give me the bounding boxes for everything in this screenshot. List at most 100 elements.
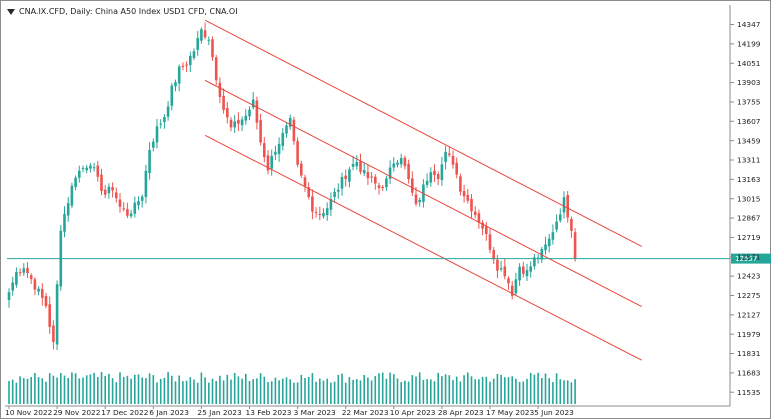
- dropdown-arrow-icon[interactable]: [7, 8, 15, 15]
- volume-bar: [171, 375, 173, 404]
- volume-bar: [85, 375, 88, 404]
- candle-body-bull: [333, 191, 336, 198]
- price-channel[interactable]: [204, 19, 642, 361]
- candle-body-bear: [203, 30, 207, 38]
- candle-body-bear: [507, 278, 510, 284]
- volume-bar: [289, 379, 291, 404]
- candle-body-bull: [337, 189, 340, 192]
- candle-body-bear: [255, 100, 259, 123]
- candle-body-bull: [277, 143, 281, 155]
- candle-body-bull: [385, 178, 388, 188]
- candle-body-bull: [518, 266, 521, 281]
- volume-bar: [130, 378, 132, 404]
- symbol-label: CNA.IX.CFD, Daily: China A50 Index USD1 …: [19, 7, 238, 16]
- volume-bar: [274, 377, 277, 404]
- candle-body-bull: [70, 186, 74, 206]
- volume-bar: [204, 377, 206, 404]
- volume-bar: [241, 378, 243, 404]
- volume-bar: [378, 373, 380, 404]
- candle-body-bear: [359, 161, 362, 172]
- volume-bar: [137, 374, 140, 404]
- volume-bar: [359, 380, 362, 404]
- volume-bar: [300, 374, 303, 404]
- volume-bar: [185, 380, 188, 404]
- candle-body-bull: [362, 170, 366, 174]
- candle-body-bull: [152, 141, 155, 148]
- volume-bar: [60, 373, 62, 404]
- volume-bar: [533, 374, 536, 404]
- volume-bar: [245, 373, 247, 404]
- candle-body-bear: [466, 194, 470, 201]
- volume-bar: [515, 378, 517, 404]
- volume-bar: [237, 376, 240, 404]
- candle-body-bull: [155, 126, 159, 143]
- volume-bar: [108, 373, 110, 404]
- candle-body-bull: [499, 268, 503, 270]
- volume-bar: [559, 379, 562, 404]
- volume-bar: [467, 372, 469, 404]
- candle-body-bull: [89, 165, 92, 169]
- price-scale[interactable]: 14347 14199 14051 13903 13755 13607 13459 13311…: [730, 20, 761, 397]
- candle-body-bull: [544, 244, 547, 251]
- candle-body-bear: [48, 304, 51, 327]
- candle-body-bear: [29, 275, 33, 280]
- volume-bar: [459, 381, 462, 404]
- candle-body-bear: [292, 119, 296, 142]
- volume-bar: [400, 382, 402, 404]
- volume-bar: [267, 382, 269, 404]
- candle-body-bear: [403, 157, 407, 167]
- price-tick-label: 14347: [737, 20, 761, 29]
- candle-body-bull: [78, 170, 81, 178]
- time-scale[interactable]: 10 Nov 2022 29 Nov 2022 17 Dec 2022 6 Jan 2…: [5, 406, 574, 417]
- candles-group: [7, 22, 577, 351]
- volume-bar: [478, 379, 480, 404]
- price-tick-label: 13903: [737, 78, 761, 87]
- candle-body-bull: [392, 163, 396, 168]
- candle-body-bear: [570, 219, 573, 231]
- volume-bar: [304, 377, 306, 404]
- candle-body-bull: [429, 172, 433, 183]
- candle-body-bull: [288, 117, 292, 127]
- candle-body-bear: [411, 178, 414, 193]
- volume-bar: [319, 378, 321, 404]
- volume-bar: [134, 374, 136, 404]
- candle-body-bear: [451, 155, 455, 165]
- candle-body-bull: [244, 115, 248, 121]
- volume-bar: [37, 377, 40, 404]
- price-tick-label: 12127: [737, 310, 761, 319]
- candle-body-bull: [15, 272, 18, 285]
- candle-body-bear: [522, 266, 525, 274]
- price-tick-label: 11979: [737, 330, 761, 339]
- channel-line-middle: [204, 79, 642, 308]
- candle-body-bull: [144, 170, 148, 197]
- candle-body-bear: [100, 174, 103, 192]
- candle-body-bear: [496, 259, 499, 271]
- time-tick-label: 25 Jan 2023: [197, 408, 242, 417]
- candle-body-bear: [111, 187, 114, 191]
- candle-body-bear: [222, 95, 225, 110]
- volume-bar: [226, 374, 229, 404]
- time-tick-label: 28 Apr 2023: [438, 408, 484, 417]
- volume-bar: [282, 378, 284, 404]
- volume-bar: [448, 375, 451, 404]
- candle-body-bull: [140, 196, 144, 201]
- candle-body-bull: [170, 85, 174, 106]
- candle-body-bear: [459, 176, 462, 192]
- volume-bar: [341, 373, 343, 404]
- volume-bar: [492, 378, 495, 404]
- volume-bar: [148, 373, 151, 404]
- current-price-label: 12557: [735, 255, 757, 263]
- candle-body-bull: [388, 167, 392, 179]
- candle-body-bull: [11, 282, 14, 291]
- volume-bar: [322, 380, 325, 404]
- candle-body-bull: [107, 186, 111, 194]
- candle-body-bull: [399, 158, 403, 165]
- candle-body-bull: [159, 123, 162, 125]
- volume-bar: [71, 372, 73, 404]
- volume-bar: [78, 378, 81, 404]
- volume-bar: [337, 374, 340, 404]
- candle-body-bear: [218, 82, 222, 97]
- volume-bar: [159, 378, 162, 404]
